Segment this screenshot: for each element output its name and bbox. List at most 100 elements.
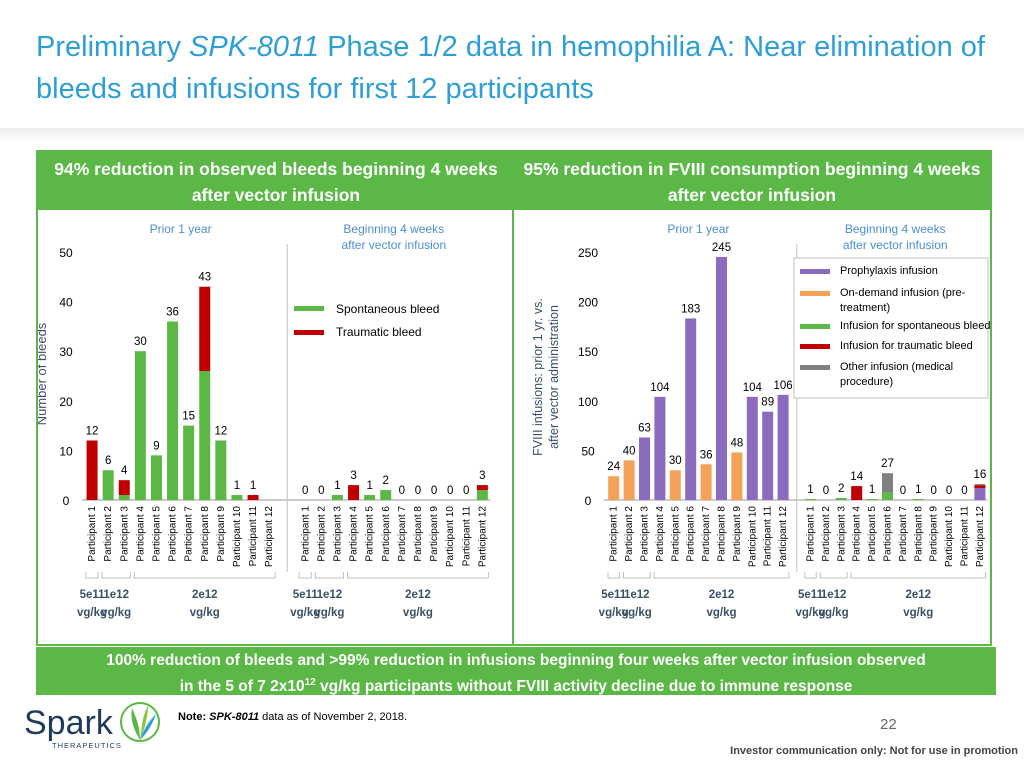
bar-other [882,473,893,493]
data-label: 30 [134,336,147,348]
legend-label-other: Other infusion (medical [840,361,953,373]
bar-traumatic [199,286,211,372]
data-label: 30 [669,455,682,467]
dose-label: 1e12 [317,589,343,601]
spark-leaf-icon [120,702,160,742]
data-label: 0 [447,485,453,497]
data-label: 0 [900,485,906,497]
data-label: 1 [915,484,921,496]
bar-spontaneous [380,490,392,500]
period-label-prior: Prior 1 year [667,222,729,236]
bar-spontaneous [912,499,924,500]
dose-unit-label: vg/kg [903,607,933,619]
legend-label-traumatic: Infusion for traumatic bleed [840,340,973,352]
dose-bracket [653,572,790,579]
bar-on-demand [700,464,712,500]
bar-on-demand [623,460,635,500]
data-label: 43 [198,272,211,284]
participant-label: Participant 1 [609,506,620,562]
y-axis-label-line-2: after vector administration [547,305,561,449]
y-tick-label: 50 [59,246,73,260]
participant-label: Participant 3 [119,506,130,562]
legend-swatch-spontaneous [294,306,324,311]
data-label: 0 [463,485,469,497]
bar-traumatic [476,485,488,491]
y-tick-label: 10 [59,444,73,458]
data-label: 6 [105,455,111,467]
participant-label: Participant 4 [852,506,863,562]
dose-bracket [85,572,99,579]
bar-on-demand [731,452,743,500]
data-label: 104 [743,382,763,394]
participant-label: Participant 6 [883,506,894,562]
participant-label: Participant 10 [944,506,955,568]
participant-label: Participant 10 [747,506,758,568]
bar-traumatic [348,485,360,500]
data-label: 1 [234,480,240,492]
participant-label: Participant 2 [624,506,635,562]
legend-label-prophylaxis: Prophylaxis infusion [840,265,938,277]
legend-swatch-other [800,365,830,370]
participant-label: Participant 9 [429,506,440,562]
dose-label: 2e12 [906,589,932,601]
dose-label: 5e11 [798,589,824,601]
bar-spontaneous [215,440,227,500]
bar-prophylaxis [639,437,650,500]
dose-bracket [850,572,987,579]
dose-bracket [804,572,817,579]
bar-prophylaxis [974,488,986,500]
participant-label: Participant 10 [445,506,456,568]
legend-swatch-on-demand [800,291,830,296]
participant-label: Participant 7 [397,506,408,562]
y-tick-label: 0 [585,494,592,508]
dose-unit-label: vg/kg [795,607,825,619]
period-label-after: after vector infusion [341,238,446,252]
data-label: 245 [712,242,731,254]
page-number: 22 [880,716,897,733]
dose-bracket [298,572,312,579]
dose-unit-label: vg/kg [190,607,220,619]
participant-label: Participant 1 [806,506,817,562]
participant-label: Participant 12 [264,506,275,568]
bar-prophylaxis [685,318,697,500]
note: Note: SPK-8011 data as of November 2, 20… [178,711,408,723]
dose-label: 2e12 [709,589,735,601]
data-label: 3 [479,470,485,482]
bar-traumatic [974,485,986,489]
data-label: 36 [700,449,713,461]
data-label: 14 [850,471,863,483]
data-label: 2 [383,475,389,487]
data-label: 3 [350,470,356,482]
dose-label: 2e12 [192,589,218,601]
data-label: 1 [807,484,813,496]
participant-label: Participant 9 [732,506,743,562]
bar-spontaneous [199,371,211,500]
bar-spontaneous [231,495,243,500]
bar-spontaneous [476,490,488,500]
participant-label: Participant 2 [821,506,832,562]
y-tick-label: 200 [578,296,598,310]
dose-unit-label: vg/kg [290,607,320,619]
participant-label: Participant 11 [763,506,774,567]
period-label-after: Beginning 4 weeks [343,222,444,236]
legend-label-on-demand: treatment) [840,302,890,314]
bar-traumatic [851,486,863,500]
data-label: 48 [731,437,744,449]
y-tick-label: 50 [581,444,595,458]
period-label-after: after vector infusion [843,238,948,252]
dose-bracket [607,572,620,579]
participant-label: Participant 7 [184,506,195,562]
participant-label: Participant 8 [200,506,211,562]
participant-label: Participant 12 [778,506,789,568]
participant-label: Participant 7 [898,506,909,562]
footer-disclaimer: Investor communication only: Not for use… [730,745,1018,757]
legend-swatch-traumatic [294,330,324,335]
y-tick-label: 30 [59,345,73,359]
dose-unit-label: vg/kg [314,607,344,619]
participant-label: Participant 12 [975,506,986,568]
legend-label-on-demand: On-demand infusion (pre- [840,287,966,299]
data-label: 89 [761,397,774,409]
bar-spontaneous [167,321,179,500]
dose-unit-label: vg/kg [706,607,736,619]
